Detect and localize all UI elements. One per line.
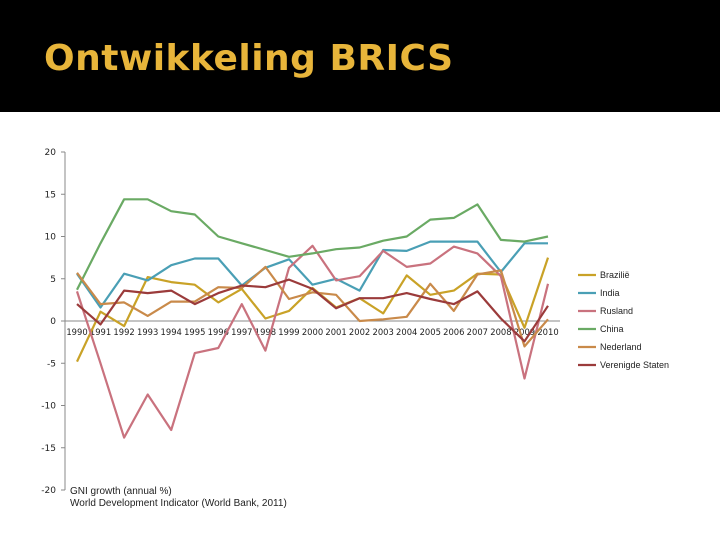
x-tick-label: 1992	[113, 327, 134, 337]
x-tick-label: 2000	[302, 327, 323, 337]
y-tick-label: 0	[50, 317, 56, 327]
y-tick-label: -20	[41, 486, 56, 496]
y-tick-label: -15	[41, 444, 56, 454]
x-tick-label: 2010	[537, 327, 558, 337]
x-tick-label: 1995	[184, 327, 205, 337]
legend-label-india: India	[600, 288, 620, 298]
series-line-nederland	[76, 265, 549, 348]
x-tick-label: 1999	[278, 327, 299, 337]
legend-label-nederland: Nederland	[600, 342, 642, 352]
x-tick-label: 1996	[208, 327, 229, 337]
x-tick-label: 2003	[372, 327, 393, 337]
x-tick-label: 1998	[255, 327, 276, 337]
y-tick-label: 5	[50, 275, 56, 285]
x-tick-label: 2002	[349, 327, 370, 337]
x-tick-label: 1997	[231, 327, 252, 337]
series-line-china	[76, 198, 549, 291]
x-tick-label: 2001	[325, 327, 346, 337]
x-tick-label: 2008	[490, 327, 511, 337]
y-tick-label: -5	[47, 359, 56, 369]
y-tick-label: 15	[45, 190, 56, 200]
x-tick-label: 2005	[420, 327, 441, 337]
x-tick-label: 1993	[137, 327, 158, 337]
source-note: GNI growth (annual %) World Development …	[70, 486, 287, 510]
y-tick-label: -10	[41, 402, 56, 412]
y-tick-label: 10	[45, 233, 57, 243]
source-line-2: World Development Indicator (World Bank,…	[70, 498, 287, 509]
series-line-brazili-	[76, 257, 550, 363]
legend-label-verenigde-staten: Verenigde Staten	[600, 360, 669, 370]
x-tick-label: 2004	[396, 327, 417, 337]
legend-label-rusland: Rusland	[600, 306, 633, 316]
y-tick-label: 20	[45, 148, 57, 158]
x-tick-label: 2006	[443, 327, 464, 337]
series-line-india	[76, 240, 548, 309]
series-line-rusland	[75, 244, 550, 439]
x-tick-label: 1991	[90, 327, 111, 337]
slide-title: Ontwikkeling BRICS	[44, 38, 454, 79]
series-line-verenigde-staten	[76, 278, 549, 343]
x-tick-label: 2007	[467, 327, 488, 337]
x-tick-label: 1994	[161, 327, 182, 337]
source-line-1: GNI growth (annual %)	[70, 486, 172, 497]
legend-label-brazili-: Brazilië	[600, 270, 630, 280]
legend-label-china: China	[600, 324, 624, 334]
x-tick-label: 1990	[66, 327, 87, 337]
x-tick-label: 2009	[514, 327, 535, 337]
title-bar: Ontwikkeling BRICS	[0, 0, 720, 112]
